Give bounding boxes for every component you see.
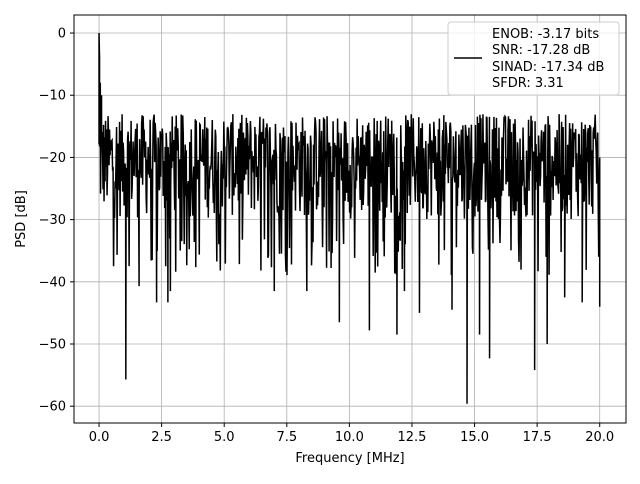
x-tick-label: 17.5 (523, 430, 552, 445)
x-tick-label: 12.5 (397, 430, 426, 445)
y-axis-label: PSD [dB] (14, 190, 29, 248)
y-tick-label: −40 (39, 275, 66, 290)
legend: ENOB: -3.17 bits SNR: -17.28 dB SINAD: -… (447, 21, 620, 96)
psd-series-line (98, 33, 601, 404)
x-axis-ticks: 0.0 2.5 5.0 7.5 10.0 12.5 15.0 17.5 20.0 (89, 423, 614, 445)
legend-sinad: SINAD: -17.34 dB (492, 60, 604, 75)
plot-area (98, 33, 601, 404)
x-tick-label: 7.5 (276, 430, 297, 445)
legend-box (447, 21, 620, 96)
x-axis-label: Frequency [MHz] (295, 451, 404, 466)
x-tick-label: 0.0 (89, 430, 110, 445)
y-axis-ticks: 0 −10 −20 −30 −40 −50 −60 (39, 27, 74, 415)
legend-sfdr: SFDR: 3.31 (492, 76, 564, 91)
legend-snr: SNR: -17.28 dB (492, 43, 590, 58)
y-tick-label: −30 (39, 213, 66, 228)
x-tick-label: 20.0 (585, 430, 614, 445)
y-tick-label: −50 (39, 338, 66, 353)
y-tick-label: −60 (39, 400, 66, 415)
x-tick-label: 15.0 (460, 430, 489, 445)
y-tick-label: 0 (58, 27, 66, 42)
x-tick-label: 10.0 (335, 430, 364, 445)
y-tick-label: −20 (39, 151, 66, 166)
y-tick-label: −10 (39, 89, 66, 104)
x-tick-label: 2.5 (151, 430, 172, 445)
legend-enob: ENOB: -3.17 bits (492, 27, 599, 42)
axes-frame (73, 14, 627, 424)
x-tick-label: 5.0 (214, 430, 235, 445)
